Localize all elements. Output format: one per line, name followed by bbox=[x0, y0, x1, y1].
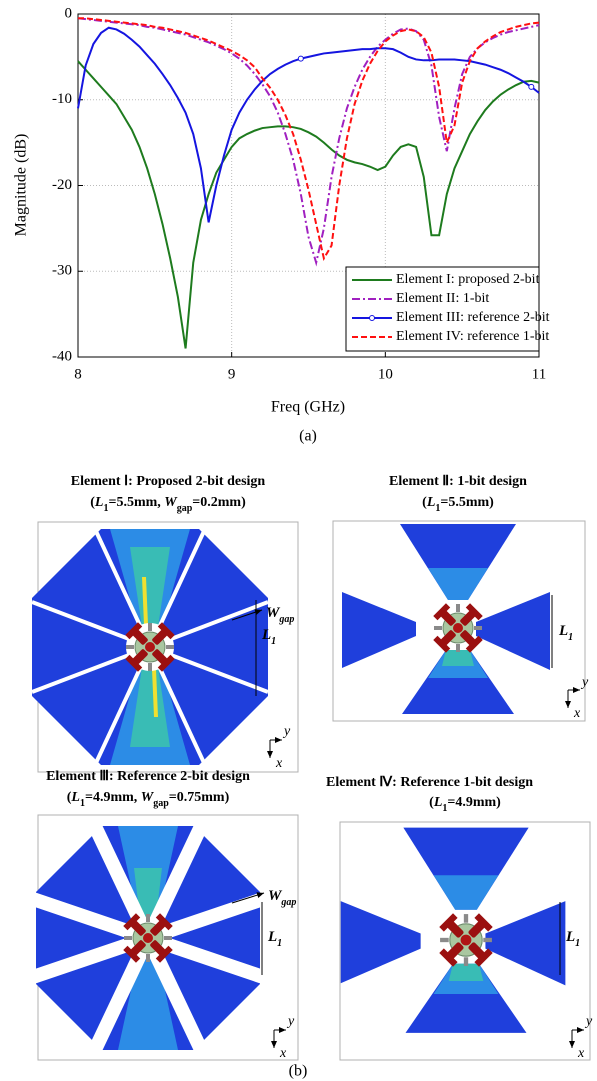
x-tick-label: 9 bbox=[228, 366, 236, 382]
text-part: L bbox=[267, 929, 277, 945]
gap-label: Wgap bbox=[268, 888, 296, 907]
text-part: L bbox=[433, 795, 443, 810]
element-params: (L1=4.9mm, Wgap=0.75mm) bbox=[67, 790, 230, 809]
legend-label: Element IV: reference 1-bit bbox=[396, 329, 549, 344]
series-line bbox=[77, 26, 540, 223]
text-part: ( bbox=[67, 790, 72, 805]
element-title: Element Ⅲ: Reference 2-bit design bbox=[46, 769, 250, 784]
series-line bbox=[78, 17, 540, 262]
element-i-drawing bbox=[31, 528, 269, 766]
axis-label: x bbox=[573, 706, 581, 721]
text-part: 1 bbox=[80, 798, 85, 809]
text-part: gap bbox=[153, 798, 169, 809]
panel-b: Element Ⅰ: Proposed 2-bit design (L1=5.5… bbox=[27, 474, 593, 1080]
y-axis-label: Magnitude (dB) bbox=[13, 134, 30, 237]
element-params: (L1=4.9mm) bbox=[429, 795, 501, 814]
y-tick-label: -30 bbox=[52, 263, 72, 279]
text-part: L bbox=[70, 790, 80, 805]
axis-label: x bbox=[279, 1046, 287, 1061]
text-part: gap bbox=[278, 614, 294, 625]
text-part: gap bbox=[280, 897, 296, 908]
y-tick-label: -40 bbox=[52, 348, 72, 364]
legend-box bbox=[345, 266, 540, 352]
text-part: 1 bbox=[575, 938, 580, 949]
axis-label: x bbox=[275, 756, 283, 771]
legend-label: Element II: 1-bit bbox=[396, 291, 489, 306]
element-title: Element Ⅱ: 1-bit design bbox=[389, 474, 527, 489]
length-label: L1 bbox=[558, 623, 573, 642]
axis-label: y bbox=[286, 1014, 295, 1029]
element-params: (L1=5.5mm, Wgap=0.2mm) bbox=[90, 495, 246, 514]
series-line bbox=[77, 60, 540, 349]
y-tick-label: -20 bbox=[52, 177, 72, 193]
axis-label: y bbox=[580, 675, 589, 690]
text-part: L bbox=[426, 495, 436, 510]
text-part: =5.5mm, bbox=[108, 495, 164, 510]
text-part: 1 bbox=[103, 503, 108, 514]
x-tick-label: 8 bbox=[74, 366, 82, 382]
axis-label: y bbox=[282, 724, 291, 739]
caption: (b) bbox=[289, 1063, 308, 1080]
text-part: ( bbox=[422, 495, 427, 510]
text-part: W bbox=[141, 790, 155, 805]
length-label: L1 bbox=[261, 627, 276, 646]
text-part: 1 bbox=[442, 803, 447, 814]
text-part: =4.9mm, bbox=[85, 790, 141, 805]
legend-marker bbox=[369, 315, 375, 321]
caption: (a) bbox=[299, 428, 317, 445]
x-tick-label: 10 bbox=[378, 366, 393, 382]
text-part: =0.75mm) bbox=[169, 790, 230, 805]
text-part: L bbox=[261, 627, 271, 643]
element-title: Element Ⅰ: Proposed 2-bit design bbox=[71, 474, 266, 489]
series-marker bbox=[528, 83, 535, 90]
text-part: 1 bbox=[568, 632, 573, 643]
x-tick-label: 11 bbox=[532, 366, 546, 382]
axis-label: x bbox=[577, 1046, 585, 1061]
length-label: L1 bbox=[565, 929, 580, 948]
text-part: =4.9mm) bbox=[447, 795, 501, 810]
y-tick-label: 0 bbox=[65, 5, 73, 21]
text-part: ( bbox=[90, 495, 95, 510]
text-part: =5.5mm) bbox=[440, 495, 494, 510]
element-title: Element Ⅳ: Reference 1-bit design bbox=[326, 775, 533, 790]
y-tick-label: -10 bbox=[52, 91, 72, 107]
text-part: 1 bbox=[271, 636, 276, 647]
series-line bbox=[77, 17, 540, 267]
element-params: (L1=5.5mm) bbox=[422, 495, 494, 514]
element-iii-drawing bbox=[27, 816, 269, 1060]
gap-label: Wgap bbox=[266, 605, 294, 624]
text-part: 1 bbox=[435, 503, 440, 514]
text-part: gap bbox=[177, 503, 193, 514]
text-part: 1 bbox=[277, 938, 282, 949]
chart-a: Magnitude (dB) Freq (GHz) (a) -40 -30 -20 -… bbox=[13, 5, 550, 444]
length-label: L1 bbox=[267, 929, 282, 948]
text-part: L bbox=[558, 623, 568, 639]
text-part: W bbox=[266, 605, 281, 621]
legend-label: Element I: proposed 2-bit bbox=[396, 272, 540, 287]
x-axis-label: Freq (GHz) bbox=[271, 399, 345, 416]
text-part: ( bbox=[429, 795, 434, 810]
plot-frame bbox=[77, 13, 540, 358]
legend-label: Element III: reference 2-bit bbox=[396, 310, 550, 325]
text-part: L bbox=[94, 495, 104, 510]
text-part: W bbox=[164, 495, 178, 510]
series-marker bbox=[297, 55, 304, 62]
axis-label: y bbox=[584, 1014, 593, 1029]
text-part: =0.2mm) bbox=[192, 495, 246, 510]
text-part: L bbox=[565, 929, 575, 945]
text-part: W bbox=[268, 888, 283, 904]
